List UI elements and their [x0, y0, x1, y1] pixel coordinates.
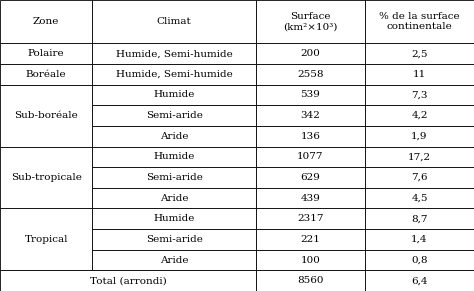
- Bar: [256, 167, 365, 188]
- Bar: [365, 43, 474, 64]
- Text: Humide: Humide: [154, 152, 195, 162]
- Text: Humide, Semi-humide: Humide, Semi-humide: [116, 70, 233, 79]
- Bar: [365, 64, 474, 85]
- Bar: [92, 208, 256, 229]
- Text: 7,6: 7,6: [411, 173, 428, 182]
- Bar: [92, 167, 256, 188]
- Text: 2317: 2317: [297, 214, 324, 223]
- Bar: [0, 208, 92, 270]
- Bar: [365, 188, 474, 208]
- Text: 2,5: 2,5: [411, 49, 428, 58]
- Bar: [365, 208, 474, 229]
- Text: 11: 11: [413, 70, 426, 79]
- Bar: [256, 0, 365, 43]
- Text: 8,7: 8,7: [411, 214, 428, 223]
- Text: 1,9: 1,9: [411, 132, 428, 141]
- Text: Humide, Semi-humide: Humide, Semi-humide: [116, 49, 233, 58]
- Bar: [0, 0, 92, 43]
- Text: 0,8: 0,8: [411, 255, 428, 265]
- Text: 1,4: 1,4: [411, 235, 428, 244]
- Bar: [365, 229, 474, 250]
- Bar: [92, 126, 256, 147]
- Text: Humide: Humide: [154, 214, 195, 223]
- Bar: [365, 105, 474, 126]
- Bar: [256, 126, 365, 147]
- Text: Sub-boréale: Sub-boréale: [14, 111, 78, 120]
- Bar: [256, 208, 365, 229]
- Text: 4,2: 4,2: [411, 111, 428, 120]
- Bar: [365, 270, 474, 291]
- Text: 221: 221: [301, 235, 320, 244]
- Bar: [92, 0, 256, 43]
- Text: Surface
(km²×10³): Surface (km²×10³): [283, 12, 337, 31]
- Text: Boréale: Boréale: [26, 70, 66, 79]
- Bar: [92, 43, 256, 64]
- Text: 100: 100: [301, 255, 320, 265]
- Text: Aride: Aride: [160, 194, 189, 203]
- Text: 439: 439: [301, 194, 320, 203]
- Text: 200: 200: [301, 49, 320, 58]
- Text: 539: 539: [301, 91, 320, 100]
- Text: Semi-aride: Semi-aride: [146, 235, 202, 244]
- Text: 2558: 2558: [297, 70, 324, 79]
- Bar: [92, 105, 256, 126]
- Bar: [256, 43, 365, 64]
- Text: Tropical: Tropical: [25, 235, 68, 244]
- Text: Climat: Climat: [157, 17, 191, 26]
- Bar: [92, 85, 256, 105]
- Bar: [365, 0, 474, 43]
- Text: % de la surface
continentale: % de la surface continentale: [379, 12, 460, 31]
- Text: Semi-aride: Semi-aride: [146, 111, 202, 120]
- Bar: [92, 229, 256, 250]
- Text: Semi-aride: Semi-aride: [146, 173, 202, 182]
- Text: 6,4: 6,4: [411, 276, 428, 285]
- Text: 7,3: 7,3: [411, 91, 428, 100]
- Text: 1077: 1077: [297, 152, 324, 162]
- Bar: [256, 64, 365, 85]
- Text: 8560: 8560: [297, 276, 324, 285]
- Bar: [365, 250, 474, 270]
- Text: Humide: Humide: [154, 91, 195, 100]
- Text: Zone: Zone: [33, 17, 59, 26]
- Bar: [365, 167, 474, 188]
- Text: Aride: Aride: [160, 132, 189, 141]
- Bar: [256, 188, 365, 208]
- Bar: [256, 85, 365, 105]
- Bar: [256, 105, 365, 126]
- Text: Aride: Aride: [160, 255, 189, 265]
- Bar: [365, 147, 474, 167]
- Bar: [256, 250, 365, 270]
- Bar: [0, 64, 92, 85]
- Bar: [0, 43, 92, 64]
- Text: 136: 136: [301, 132, 320, 141]
- Bar: [92, 250, 256, 270]
- Text: 4,5: 4,5: [411, 194, 428, 203]
- Bar: [92, 64, 256, 85]
- Bar: [256, 270, 365, 291]
- Bar: [92, 147, 256, 167]
- Text: Sub-tropicale: Sub-tropicale: [11, 173, 82, 182]
- Text: 17,2: 17,2: [408, 152, 431, 162]
- Text: Polaire: Polaire: [28, 49, 64, 58]
- Text: 342: 342: [301, 111, 320, 120]
- Text: Total (arrondi): Total (arrondi): [90, 276, 166, 285]
- Bar: [0, 270, 256, 291]
- Bar: [365, 85, 474, 105]
- Bar: [365, 126, 474, 147]
- Bar: [256, 147, 365, 167]
- Bar: [0, 147, 92, 208]
- Text: 629: 629: [301, 173, 320, 182]
- Bar: [92, 188, 256, 208]
- Bar: [256, 229, 365, 250]
- Bar: [0, 85, 92, 147]
